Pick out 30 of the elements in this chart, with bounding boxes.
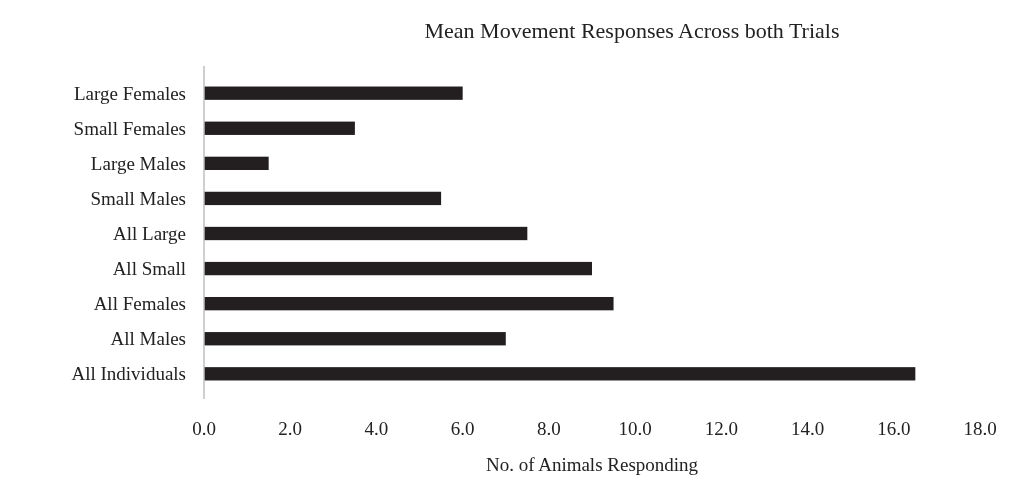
bar <box>204 367 916 381</box>
x-axis-title: No. of Animals Responding <box>485 454 699 475</box>
y-tick-label: All Small <box>112 258 186 280</box>
x-tick-label: 8.0 <box>537 418 561 439</box>
bar <box>204 191 442 206</box>
y-tick-label: Large Males <box>90 152 186 174</box>
y-tick-label: All Large <box>113 223 186 245</box>
y-tick-label: All Males <box>110 328 186 350</box>
bar <box>204 296 614 311</box>
x-tick-label: 6.0 <box>450 418 475 439</box>
x-tick-label: 2.0 <box>278 418 303 439</box>
y-tick-label: Small Females <box>73 117 186 139</box>
y-tick-label: Large Females <box>73 82 186 104</box>
bar <box>204 332 506 346</box>
y-tick-label: All Females <box>93 293 186 315</box>
x-tick-label: 16.0 <box>877 418 911 439</box>
bar <box>204 226 528 241</box>
x-tick-label: 14.0 <box>790 418 825 439</box>
y-tick-label: All Individuals <box>71 363 186 385</box>
x-tick-label: 12.0 <box>704 418 738 439</box>
x-tick-label: 0.0 <box>192 418 216 439</box>
bar <box>204 261 592 276</box>
bar <box>204 121 355 135</box>
x-tick-label: 4.0 <box>364 418 389 439</box>
chart-title: Mean Movement Responses Across both Trials <box>424 18 840 43</box>
bar <box>204 86 463 100</box>
x-tick-label: 10.0 <box>618 418 652 439</box>
bar <box>204 156 269 171</box>
y-tick-label: Small Males <box>90 188 186 210</box>
x-tick-label: 18.0 <box>963 418 997 439</box>
